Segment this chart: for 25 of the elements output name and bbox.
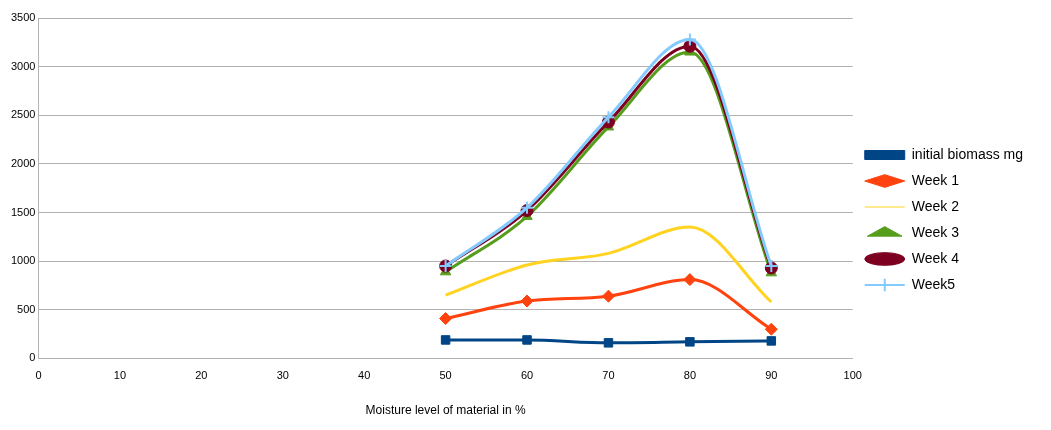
x-tick-label: 70 (602, 369, 615, 382)
x-tick-label: 90 (765, 369, 778, 382)
y-tick-label: 3000 (10, 59, 36, 72)
y-tick-label: 1500 (10, 205, 36, 218)
x-tick-label: 40 (358, 369, 371, 382)
x-tick-label: 20 (195, 369, 208, 382)
x-axis-title: Moisture level of material in % (365, 403, 526, 418)
x-tick-label: 30 (276, 369, 289, 382)
x-tick-label: 10 (113, 369, 127, 382)
legend-label: Week 4 (911, 249, 960, 266)
legend-label: Week 2 (911, 197, 960, 214)
y-tick-label: 0 (29, 351, 36, 364)
legend-label: Week 1 (911, 171, 960, 188)
legend-label: Week 3 (911, 223, 960, 240)
y-tick-label: 1000 (10, 254, 36, 267)
y-tick-label: 2500 (10, 108, 36, 121)
legend-label: Week5 (911, 275, 956, 292)
y-tick-label: 2000 (10, 156, 36, 169)
x-tick-label: 100 (843, 369, 862, 382)
x-tick-label: 50 (439, 369, 452, 382)
legend-label: initial biomass mg (911, 145, 1023, 162)
x-tick-label: 60 (520, 369, 534, 382)
x-tick-label: 80 (683, 369, 697, 382)
y-tick-label: 500 (17, 302, 36, 315)
y-tick-label: 3500 (10, 11, 36, 24)
